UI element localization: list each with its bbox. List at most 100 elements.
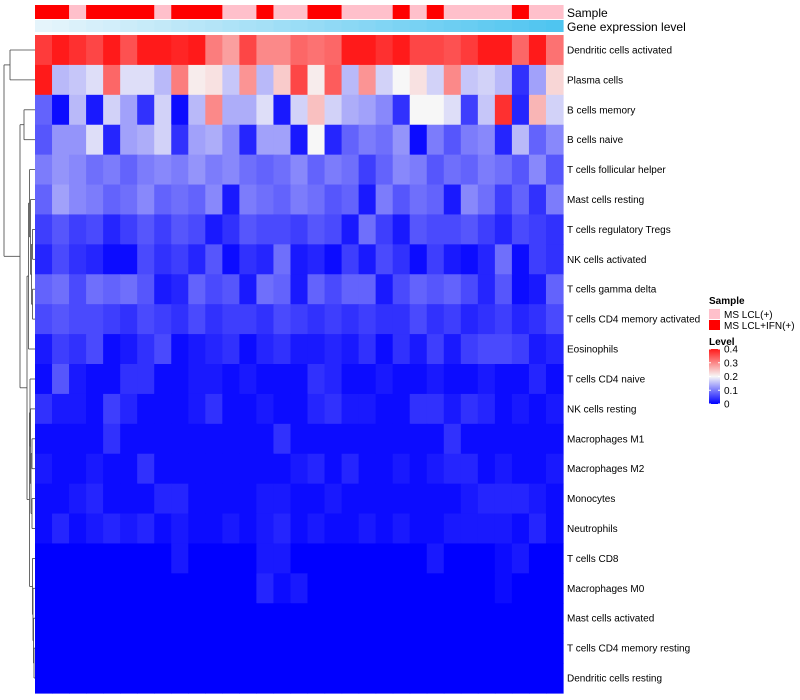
heatmap-cell [239,35,258,66]
heatmap-cell [545,35,564,66]
heatmap-cell [273,304,292,335]
heatmap-cell [35,393,53,425]
heatmap-cell [86,64,104,96]
heatmap-cell [273,244,292,275]
heatmap-cell [103,35,121,66]
heatmap-cell [477,364,496,395]
heatmap-cell [375,124,394,156]
expression-annotation-cell [358,20,377,32]
heatmap-cell [324,94,343,126]
heatmap-cell [137,214,155,245]
heatmap-cell [273,94,292,126]
heatmap-cell [69,393,87,425]
heatmap-cell [256,35,275,66]
heatmap-cell [103,513,121,545]
heatmap-cell [69,274,87,305]
heatmap-cell [256,334,275,365]
sample-annotation-cell [35,5,53,19]
heatmap-cell [477,304,496,335]
heatmap-cell [69,94,87,126]
heatmap-cell [256,573,275,604]
heatmap-cell [103,543,121,574]
heatmap-cell [392,334,411,365]
heatmap-cell [341,184,360,216]
heatmap-cell [528,633,547,664]
row-dendrogram [3,49,35,679]
expression-annotation-cell [409,20,428,32]
heatmap-cell [307,633,326,664]
row-label-mast-cells-activated: Mast cells activated [567,614,654,625]
heatmap-cell [69,603,87,634]
heatmap-cell [545,244,564,275]
heatmap-cell [103,214,121,245]
row-label-macrophages-m0: Macrophages M0 [567,584,645,595]
heatmap-cell [222,184,240,216]
sample-annotation-cell [477,5,496,19]
row-label-macrophages-m1: Macrophages M1 [567,434,645,445]
heatmap-cell [324,274,343,305]
heatmap-cell [341,453,360,485]
heatmap-cell [358,124,377,156]
heatmap-cell [137,513,155,545]
heatmap-cell [494,633,513,664]
heatmap-cell [290,244,309,275]
expression-annotation-cell [205,20,223,32]
heatmap-cell [426,633,445,664]
expression-annotation-cell [494,20,513,32]
heatmap-cell [154,453,172,485]
heatmap-cell [494,35,513,66]
heatmap-cell [52,184,70,216]
heatmap-cell [409,364,428,395]
heatmap-cell [35,573,53,604]
expression-annotation-cell [256,20,275,32]
heatmap-cell [392,124,411,156]
heatmap-cell [86,154,104,186]
heatmap-cell [35,274,53,305]
heatmap-cell [324,214,343,245]
heatmap-cell [460,423,479,455]
heatmap-cell [103,64,121,96]
heatmap-cell [511,244,530,275]
heatmap-cell [460,64,479,96]
sample-annotation-cell [375,5,394,19]
row-label-neutrophils: Neutrophils [567,524,618,535]
heatmap-cell [171,94,189,126]
heatmap-cell [375,603,394,634]
sample-legend: Sample MS LCL(+) MS LCL+IFN(+) [709,296,795,332]
expression-annotation-cell [545,20,564,32]
heatmap-cell [137,94,155,126]
row-label-t-cells-regulatory-tregs: T cells regulatory Tregs [567,225,671,236]
heatmap-cell [358,633,377,664]
heatmap-cell [171,483,189,515]
heatmap-cell [460,453,479,485]
heatmap-cell [460,244,479,275]
heatmap-cell [545,513,564,545]
heatmap-cell [188,453,206,485]
sample-legend-title: Sample [709,296,745,307]
heatmap-cell [120,423,138,455]
heatmap-cell [375,184,394,216]
heatmap-cell [205,603,223,634]
heatmap-cell [205,483,223,515]
heatmap-cell [460,513,479,545]
heatmap-cell [137,543,155,574]
heatmap-cell [375,364,394,395]
heatmap-cell [324,603,343,634]
sample-annotation-cell [69,5,87,19]
heatmap-cell [86,214,104,245]
heatmap-cell [375,543,394,574]
sample-annotation-cell [290,5,309,19]
heatmap-cell [443,154,462,186]
heatmap-cell [341,364,360,395]
heatmap-cell [154,483,172,515]
heatmap-cell [290,124,309,156]
heatmap-cell [290,483,309,515]
heatmap-cell [324,244,343,275]
heatmap-cell [256,543,275,574]
heatmap-cell [86,573,104,604]
expression-annotation-cell [154,20,172,32]
heatmap-cell [307,603,326,634]
heatmap-cell [86,364,104,395]
heatmap-cell [341,393,360,425]
heatmap-cell [460,364,479,395]
